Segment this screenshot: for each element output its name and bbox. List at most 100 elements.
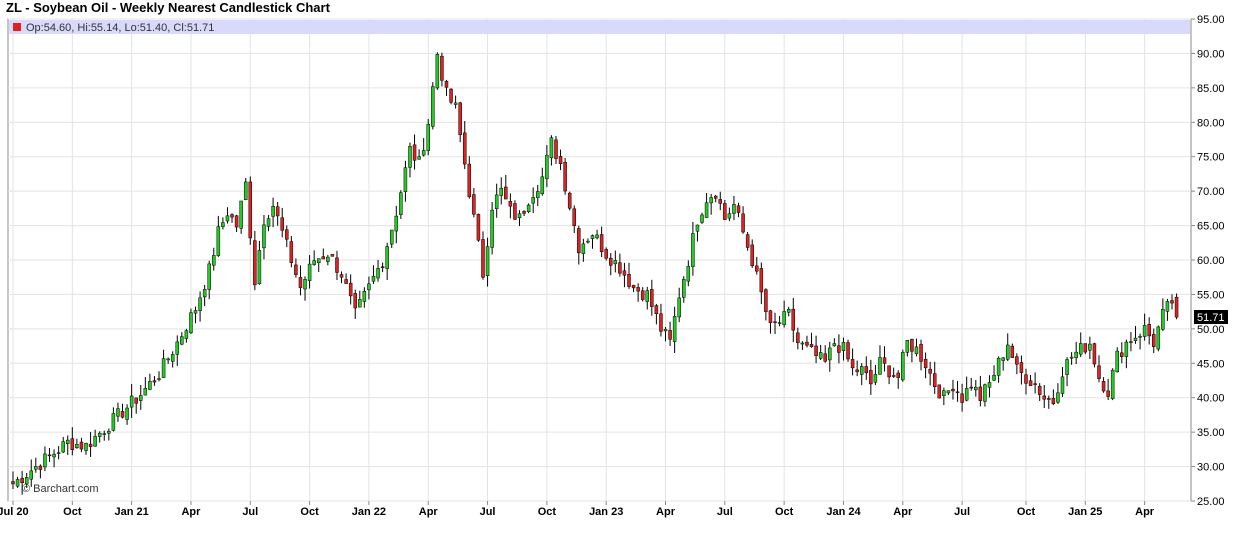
candle-body: [791, 308, 796, 331]
x-tick-label: Jan 23: [589, 506, 623, 518]
candle-body: [618, 262, 622, 274]
candle-body: [294, 264, 298, 275]
grid-lines: [8, 18, 1191, 502]
candle-body: [873, 374, 878, 383]
x-tick-label: Jan 22: [352, 506, 386, 518]
candle-body: [805, 341, 809, 346]
y-tick-label: 70.00: [1197, 186, 1225, 198]
candle-body: [1156, 326, 1161, 350]
candle-body: [759, 268, 764, 293]
candle-body: [818, 352, 823, 359]
candle-body: [809, 344, 814, 347]
candle-body: [914, 346, 919, 355]
x-tick-label: Jul: [242, 506, 258, 518]
ohlc-swatch: [13, 23, 21, 31]
candle-body: [139, 395, 143, 401]
candle-body: [627, 274, 631, 287]
y-tick-label: 30.00: [1197, 462, 1225, 474]
candle-body: [987, 382, 992, 388]
candle-body: [951, 388, 955, 392]
candle-body: [481, 239, 485, 278]
candle-body: [1097, 365, 1101, 379]
candle-body: [417, 156, 421, 160]
candle-body: [84, 443, 88, 451]
candle-body: [567, 192, 572, 209]
candle-body: [910, 338, 914, 352]
candle-body: [344, 279, 348, 284]
candle-body: [540, 176, 545, 194]
candle-body: [577, 228, 581, 254]
candle-body: [453, 102, 458, 105]
candle-body: [70, 438, 75, 450]
candle-body: [755, 265, 759, 272]
candle-body: [850, 359, 855, 369]
candle-body: [732, 204, 736, 214]
x-tick-label: Apr: [893, 506, 913, 518]
candle-body: [120, 411, 125, 418]
candle-body: [691, 233, 695, 267]
candle-body: [303, 279, 307, 290]
candle-body: [1174, 296, 1179, 318]
candle-body: [485, 246, 490, 276]
candle-body: [170, 354, 175, 362]
candle-body: [654, 305, 659, 315]
candle-body: [595, 234, 599, 239]
candle-body: [964, 388, 969, 401]
candle-body: [992, 374, 996, 381]
candle-body: [672, 316, 677, 342]
candle-body: [11, 481, 15, 485]
candle-body: [143, 388, 148, 396]
candle-body: [180, 336, 184, 345]
candle-body: [129, 395, 134, 408]
candle-body: [599, 234, 604, 252]
candle-body: [1051, 398, 1056, 404]
candle-body: [622, 270, 627, 276]
candle-body: [257, 250, 262, 284]
candle-body: [34, 466, 38, 470]
y-tick-label: 35.00: [1197, 427, 1225, 439]
candle-body: [878, 357, 882, 375]
candle-body: [969, 386, 973, 389]
candle-body: [1060, 376, 1065, 394]
candle-body: [974, 386, 978, 391]
candle-body: [1019, 362, 1024, 373]
last-price-label: 51.71: [1197, 312, 1225, 324]
candle-body: [841, 342, 846, 351]
candle-body: [24, 477, 29, 485]
candle-body: [362, 291, 367, 302]
candle-body: [125, 407, 129, 420]
candle-body: [1129, 341, 1133, 343]
candle-body: [1001, 357, 1005, 361]
candle-body: [517, 213, 522, 219]
candle-body: [66, 439, 70, 444]
candle-body: [645, 290, 650, 302]
candle-body: [321, 256, 326, 260]
candle-body: [431, 86, 435, 127]
candle-body: [216, 226, 221, 256]
candle-body: [782, 311, 786, 326]
y-tick-label: 40.00: [1197, 393, 1225, 405]
candle-body: [462, 132, 467, 165]
candle-body: [458, 102, 462, 135]
candle-body: [1042, 395, 1046, 400]
candle-body: [745, 234, 750, 248]
candle-body: [882, 357, 887, 364]
candle-body: [490, 209, 494, 248]
candle-body: [97, 432, 102, 437]
candle-body: [531, 197, 535, 204]
candle-body: [289, 241, 294, 263]
watermark: © Barchart.com: [22, 483, 99, 495]
candle-body: [358, 299, 362, 308]
candle-body: [47, 454, 52, 457]
candle-body: [932, 373, 937, 387]
candle-body: [376, 268, 380, 279]
candle-body: [891, 375, 896, 377]
candle-body: [1024, 374, 1028, 384]
candle-body: [202, 289, 207, 298]
candle-body: [814, 345, 818, 356]
candle-body: [111, 413, 116, 431]
candle-body: [1110, 369, 1115, 399]
candle-body: [166, 358, 170, 361]
y-tick-label: 60.00: [1197, 255, 1225, 267]
